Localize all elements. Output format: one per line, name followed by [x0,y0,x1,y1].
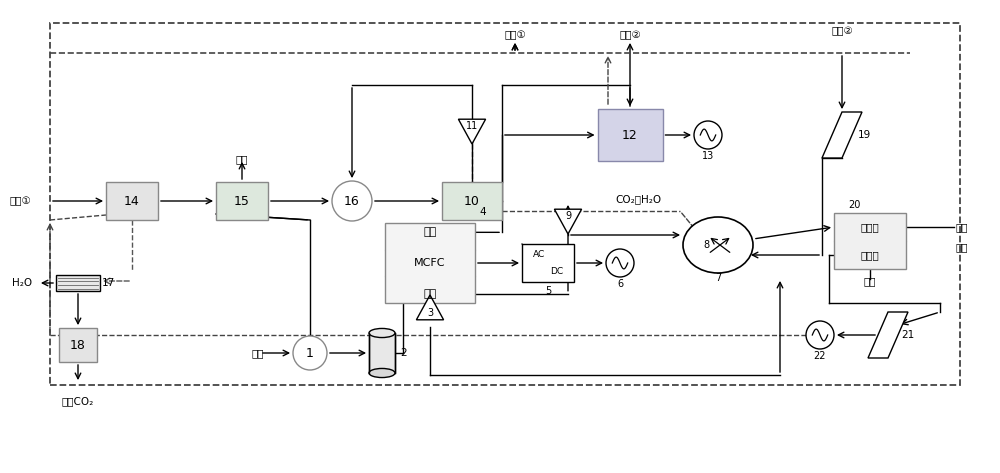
Polygon shape [554,209,582,234]
Circle shape [293,336,327,370]
Text: 18: 18 [70,339,86,351]
Text: 22: 22 [814,351,826,361]
Text: MCFC: MCFC [414,258,446,268]
Text: 12: 12 [622,129,638,141]
Circle shape [332,181,372,221]
Text: 尾气①: 尾气① [504,30,526,40]
Text: 纯氧: 纯氧 [864,276,876,286]
Bar [216,182,268,220]
Text: 阳极: 阳极 [423,289,437,298]
Text: 液态CO₂: 液态CO₂ [62,396,94,406]
Text: 3: 3 [427,307,433,317]
Text: 15: 15 [234,194,250,208]
Text: 燃料: 燃料 [252,348,264,358]
Text: 贫氧: 贫氧 [956,222,968,232]
Circle shape [806,321,834,349]
Circle shape [694,121,722,149]
Text: 7: 7 [715,273,721,283]
Text: 21: 21 [901,330,915,340]
Text: 2: 2 [401,348,407,358]
Bar [598,109,662,161]
Text: 空气: 空气 [956,242,968,252]
Circle shape [606,249,634,277]
Text: 5: 5 [545,286,551,296]
Text: 原料侧: 原料侧 [861,222,879,232]
Bar [369,333,395,373]
Text: 10: 10 [464,194,480,208]
Bar [385,223,475,303]
Text: 尾气②: 尾气② [619,30,641,40]
Polygon shape [822,112,862,158]
Polygon shape [458,119,486,144]
Text: 13: 13 [702,151,714,161]
Text: 17: 17 [101,278,115,288]
Text: AC: AC [533,249,545,259]
Bar [522,244,574,282]
Bar [834,213,906,269]
Text: 空气①: 空气① [9,196,31,206]
Text: 19: 19 [857,130,871,140]
Bar [50,23,960,385]
Polygon shape [416,295,444,320]
Bar [59,328,97,362]
Text: 4: 4 [479,207,486,217]
Text: H₂O: H₂O [12,278,32,288]
Text: 1: 1 [306,347,314,359]
Polygon shape [868,312,908,358]
Text: 20: 20 [848,200,860,210]
Text: CO₂、H₂O: CO₂、H₂O [615,194,661,204]
Text: 废气: 废气 [236,154,248,164]
Text: 阴极: 阴极 [423,228,437,237]
Text: 空气②: 空气② [831,26,853,36]
Text: 9: 9 [565,211,571,221]
Text: 6: 6 [617,279,623,289]
Text: DC: DC [550,268,564,277]
Text: 11: 11 [466,122,478,131]
Bar [106,182,158,220]
Ellipse shape [369,368,395,377]
Ellipse shape [683,217,753,273]
Text: 8: 8 [703,240,709,250]
Text: 14: 14 [124,194,140,208]
Text: 渗透侧: 渗透侧 [861,250,879,260]
Bar [442,182,502,220]
Text: 16: 16 [344,194,360,208]
Bar [56,275,100,291]
Ellipse shape [369,328,395,338]
